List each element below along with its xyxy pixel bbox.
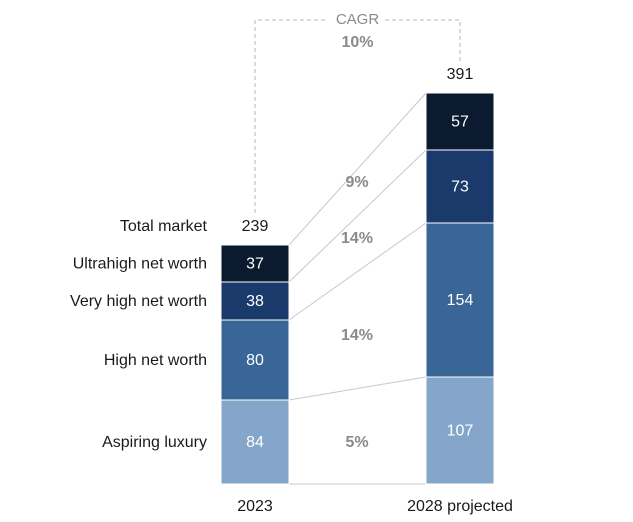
- series-label: Aspiring luxury: [102, 434, 207, 451]
- total-value: 391: [447, 66, 474, 83]
- bar-value-label: 37: [246, 256, 264, 273]
- category-label: 2023: [237, 498, 273, 515]
- series-cagr-value: 5%: [345, 434, 368, 451]
- series-cagr-value: 14%: [341, 230, 373, 247]
- connector-line: [288, 222, 427, 321]
- bar-value-label: 84: [246, 434, 264, 451]
- bar-value-label: 154: [447, 292, 474, 309]
- connector-line: [288, 376, 427, 401]
- bar-value-label: 73: [451, 179, 469, 196]
- bar-segment: [220, 399, 290, 485]
- cagr-bracket: [254, 19, 461, 213]
- bar-segment: [220, 244, 290, 283]
- series-label: High net worth: [104, 352, 207, 369]
- series-label: Very high net worth: [70, 293, 207, 310]
- bar-segment: [220, 281, 290, 321]
- bar-value-label: 107: [447, 423, 474, 440]
- bar-segment: [425, 149, 495, 224]
- connector-line: [288, 92, 427, 246]
- cagr-title: CAGR: [336, 11, 380, 28]
- series-cagr-value: 9%: [345, 174, 368, 191]
- total-value: 239: [242, 218, 269, 235]
- series-cagr-value: 14%: [341, 327, 373, 344]
- total-market-label: Total market: [120, 218, 208, 235]
- category-label: 2028 projected: [407, 498, 513, 515]
- bar-value-label: 80: [246, 352, 264, 369]
- bar-value-label: 57: [451, 114, 469, 131]
- connector-line: [288, 149, 427, 283]
- cagr-total-value: 10%: [341, 34, 373, 51]
- bar-segment: [220, 319, 290, 401]
- series-label: Ultrahigh net worth: [73, 256, 207, 273]
- bar-value-label: 38: [246, 293, 264, 310]
- bar-segment: [425, 92, 495, 151]
